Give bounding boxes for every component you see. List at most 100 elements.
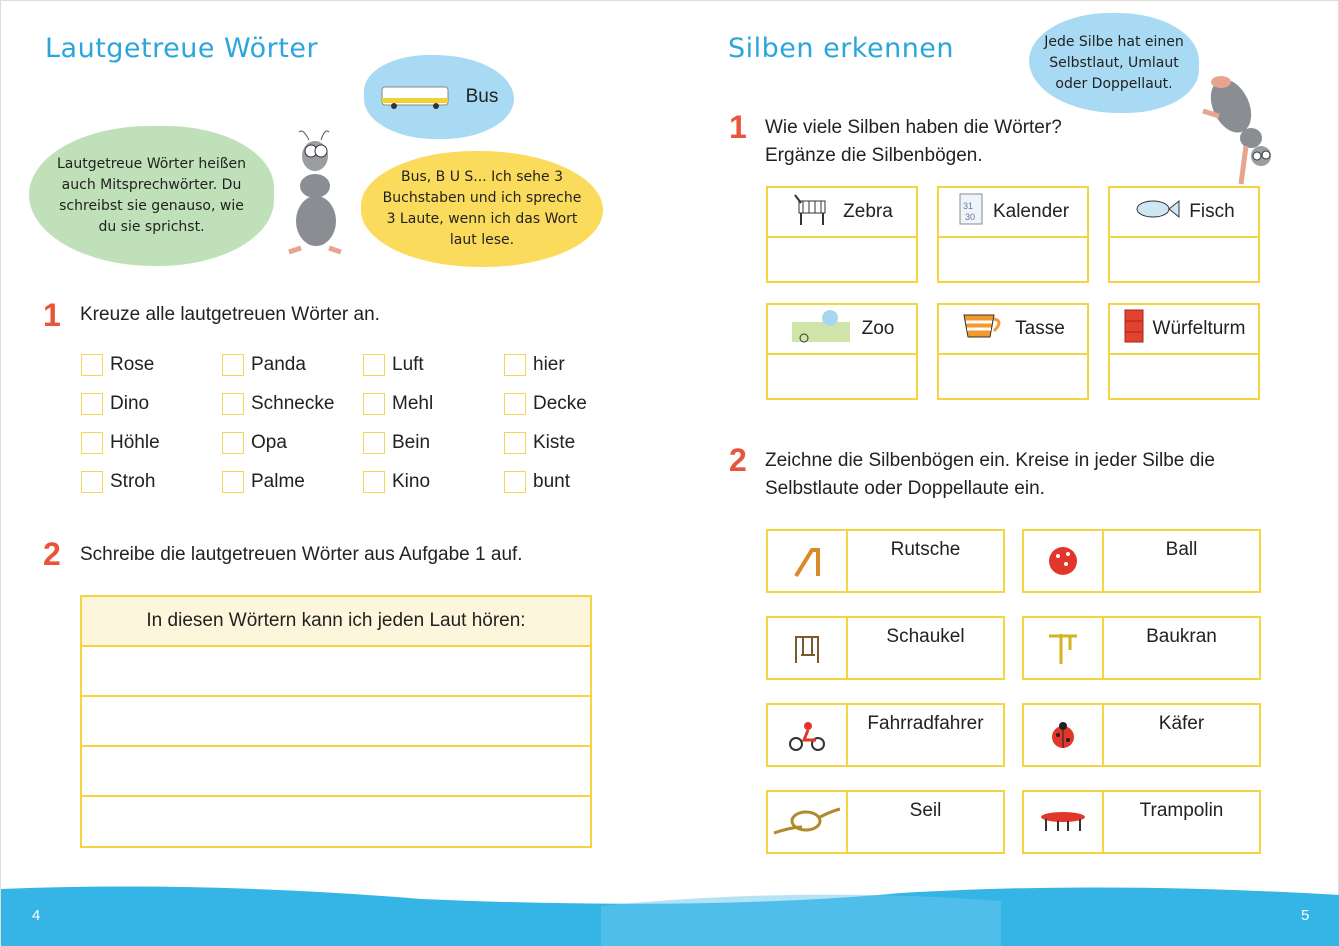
writing-line[interactable] bbox=[82, 647, 590, 697]
checkbox-item[interactable]: Höhle bbox=[81, 432, 160, 454]
syllable-arc-area[interactable] bbox=[768, 238, 916, 281]
vowel-word[interactable]: Trampolin bbox=[1139, 800, 1224, 821]
writing-line[interactable] bbox=[82, 697, 590, 747]
writing-line[interactable] bbox=[82, 747, 590, 797]
checkbox-label: hier bbox=[533, 354, 565, 375]
syllable-word: Fisch bbox=[1189, 201, 1235, 222]
checkbox-item[interactable]: bunt bbox=[504, 471, 570, 493]
syllable-arc-area[interactable] bbox=[939, 238, 1087, 281]
vowel-word[interactable]: Rutsche bbox=[890, 539, 961, 560]
checkbox-label: Luft bbox=[392, 354, 424, 375]
checkbox[interactable] bbox=[363, 432, 385, 454]
vowel-word[interactable]: Seil bbox=[909, 800, 942, 821]
checkbox[interactable] bbox=[504, 432, 526, 454]
syllable-card: Zebra bbox=[766, 186, 918, 283]
silben-task-1-instruction: Wie viele Silben haben die Wörter? Ergän… bbox=[765, 114, 1062, 170]
dice-tower-icon bbox=[1123, 308, 1145, 350]
checkbox-item[interactable]: Decke bbox=[504, 393, 587, 415]
checkbox-item[interactable]: Rose bbox=[81, 354, 154, 376]
checkbox[interactable] bbox=[504, 393, 526, 415]
syllable-arc-area[interactable] bbox=[939, 355, 1087, 398]
checkbox-item[interactable]: Bein bbox=[363, 432, 430, 454]
syllable-word: Tasse bbox=[1015, 318, 1065, 339]
cup-icon bbox=[961, 311, 1007, 347]
checkbox[interactable] bbox=[222, 471, 244, 493]
writing-table: In diesen Wörtern kann ich jeden Laut hö… bbox=[80, 595, 592, 848]
checkbox-label: Schnecke bbox=[251, 393, 335, 414]
vowel-word-card[interactable]: Käfer bbox=[1022, 703, 1261, 767]
slide-icon bbox=[768, 531, 848, 591]
task-2-instruction: Schreibe die lautgetreuen Wörter aus Auf… bbox=[80, 544, 523, 565]
checkbox-label: Kiste bbox=[533, 432, 576, 453]
yellow-speech-bubble: Bus, B U S... Ich sehe 3 Buchstaben und … bbox=[361, 151, 603, 267]
checkbox-label: Mehl bbox=[392, 393, 434, 414]
checkbox-item[interactable]: Luft bbox=[363, 354, 424, 376]
vowel-word-card[interactable]: Schaukel bbox=[766, 616, 1005, 680]
footer-wave bbox=[1, 886, 1339, 946]
checkbox[interactable] bbox=[222, 354, 244, 376]
syllable-card: Zoo bbox=[766, 303, 918, 400]
vowel-word[interactable]: Ball bbox=[1165, 539, 1198, 560]
instruction-line: Selbstlaute oder Doppellaute ein. bbox=[765, 478, 1045, 499]
syllable-card-header: 31 30 Kalender bbox=[939, 188, 1087, 238]
syllable-arc-area[interactable] bbox=[1110, 355, 1258, 398]
blue-speech-bubble: Jede Silbe hat einen Selbstlaut, Umlaut … bbox=[1029, 13, 1199, 113]
checkbox-item[interactable]: Palme bbox=[222, 471, 305, 493]
vowel-word[interactable]: Baukran bbox=[1146, 626, 1217, 647]
vowel-word-card[interactable]: Trampolin bbox=[1022, 790, 1261, 854]
checkbox-item[interactable]: Schnecke bbox=[222, 393, 334, 415]
checkbox[interactable] bbox=[504, 471, 526, 493]
cyclist-icon bbox=[768, 705, 848, 765]
syllable-card: Tasse bbox=[937, 303, 1089, 400]
fish-icon bbox=[1133, 196, 1181, 228]
checkbox-item[interactable]: Kino bbox=[363, 471, 430, 493]
checkbox-label: Höhle bbox=[110, 432, 160, 453]
checkbox[interactable] bbox=[81, 393, 103, 415]
checkbox-label: Decke bbox=[533, 393, 587, 414]
checkbox-item[interactable]: Opa bbox=[222, 432, 287, 454]
page-number-left: 4 bbox=[32, 907, 41, 924]
svg-text:30: 30 bbox=[965, 212, 975, 222]
vowel-word-card[interactable]: Rutsche bbox=[766, 529, 1005, 593]
vowel-word-card[interactable]: Fahrradfahrer bbox=[766, 703, 1005, 767]
vowel-word-card[interactable]: Seil bbox=[766, 790, 1005, 854]
checkbox[interactable] bbox=[81, 471, 103, 493]
checkbox[interactable] bbox=[363, 471, 385, 493]
green-speech-bubble: Lautgetreue Wörter heißen auch Mitsprech… bbox=[29, 126, 274, 266]
checkbox[interactable] bbox=[81, 432, 103, 454]
checkbox[interactable] bbox=[363, 354, 385, 376]
writing-line[interactable] bbox=[82, 797, 590, 846]
checkbox-label: bunt bbox=[533, 471, 570, 492]
checkbox-item[interactable]: Stroh bbox=[81, 471, 155, 493]
checkbox[interactable] bbox=[222, 432, 244, 454]
checkbox[interactable] bbox=[363, 393, 385, 415]
syllable-word: Zoo bbox=[861, 318, 895, 339]
checkbox-item[interactable]: Mehl bbox=[363, 393, 433, 415]
checkbox-item[interactable]: Dino bbox=[81, 393, 149, 415]
vowel-word[interactable]: Käfer bbox=[1158, 713, 1205, 734]
silben-task-2-instruction: Zeichne die Silbenbögen ein. Kreise in j… bbox=[765, 447, 1215, 503]
crane-icon bbox=[1024, 618, 1104, 678]
instruction-line: Wie viele Silben haben die Wörter? bbox=[765, 117, 1062, 138]
checkbox[interactable] bbox=[222, 393, 244, 415]
checkbox-item[interactable]: hier bbox=[504, 354, 565, 376]
left-page-title: Lautgetreue Wörter bbox=[45, 33, 319, 64]
bus-icon bbox=[381, 86, 449, 109]
vowel-word[interactable]: Schaukel bbox=[886, 626, 965, 647]
syllable-card-header: Würfelturm bbox=[1110, 305, 1258, 355]
checkbox-item[interactable]: Panda bbox=[222, 354, 306, 376]
checkbox-item[interactable]: Kiste bbox=[504, 432, 575, 454]
checkbox[interactable] bbox=[81, 354, 103, 376]
checkbox[interactable] bbox=[504, 354, 526, 376]
right-page-title: Silben erkennen bbox=[728, 33, 955, 64]
checkbox-label: Panda bbox=[251, 354, 306, 375]
checkbox-label: Rose bbox=[110, 354, 155, 375]
syllable-arc-area[interactable] bbox=[1110, 238, 1258, 281]
vowel-word[interactable]: Fahrradfahrer bbox=[867, 713, 984, 734]
vowel-word-card[interactable]: Ball bbox=[1022, 529, 1261, 593]
checkbox-label: Dino bbox=[110, 393, 150, 414]
syllable-arc-area[interactable] bbox=[768, 355, 916, 398]
zebra-icon bbox=[791, 191, 835, 233]
ant-character-icon bbox=[288, 130, 342, 255]
vowel-word-card[interactable]: Baukran bbox=[1022, 616, 1261, 680]
